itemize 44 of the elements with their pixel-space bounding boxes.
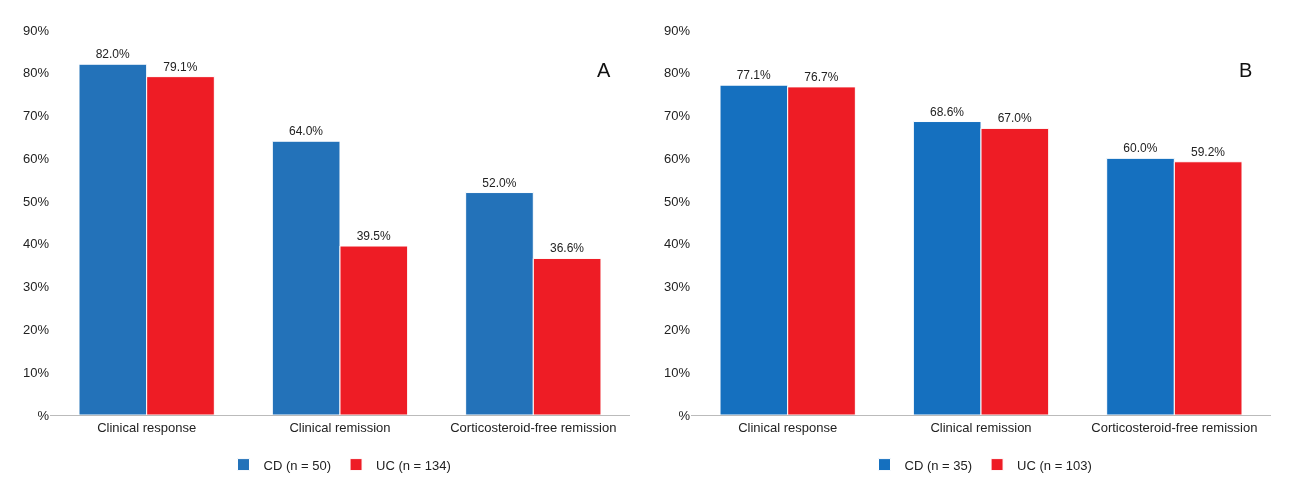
data-label: 67.0%	[997, 111, 1033, 126]
data-label: 36.6%	[549, 241, 585, 256]
legend-label: UC (n = 134)	[376, 457, 451, 473]
y-tick-label: 80%	[22, 65, 50, 81]
y-tick-label: 20%	[663, 321, 691, 337]
data-label: 82.0%	[95, 47, 131, 62]
legend-label: CD (n = 50)	[263, 457, 332, 473]
x-tick-label: Corticosteroid-free remission	[450, 419, 617, 435]
y-tick-label: 40%	[663, 236, 691, 252]
data-label: 64.0%	[288, 124, 324, 139]
data-label: 77.1%	[736, 68, 772, 83]
annotation: B	[1239, 59, 1253, 81]
x-tick-label: Clinical response	[97, 419, 197, 435]
y-tick-label: 30%	[663, 279, 691, 295]
y-tick-label: 50%	[22, 193, 50, 209]
y-tick-label: 50%	[663, 193, 691, 209]
data-label: 52.0%	[482, 175, 517, 190]
x-tick-label: Clinical remission	[930, 419, 1032, 435]
y-tick-label: 10%	[22, 364, 50, 380]
y-tick-label: 10%	[663, 364, 691, 380]
legend-label: UC (n = 103)	[1017, 457, 1092, 473]
y-tick-label: 80%	[663, 65, 691, 81]
y-tick-label: 70%	[22, 108, 50, 124]
y-tick-label: %	[678, 407, 691, 423]
data-label: 76.7%	[804, 69, 839, 84]
y-tick-label: 60%	[663, 150, 691, 166]
y-tick-label: 70%	[663, 108, 691, 124]
annotation: A	[597, 59, 611, 81]
y-tick-label: 60%	[22, 150, 50, 166]
data-label: 59.2%	[1190, 144, 1226, 159]
data-label: 60.0%	[1123, 141, 1158, 156]
legend-label: CD (n = 35)	[904, 457, 973, 473]
y-tick-label: 20%	[22, 321, 50, 337]
y-tick-label: 40%	[22, 236, 50, 252]
data-label: 79.1%	[163, 59, 198, 74]
y-tick-label: %	[37, 407, 50, 423]
x-tick-label: Clinical response	[738, 419, 838, 435]
y-tick-label: 90%	[22, 22, 50, 38]
y-tick-label: 90%	[663, 22, 691, 38]
x-tick-label: Clinical remission	[289, 419, 391, 435]
data-label: 68.6%	[930, 104, 965, 119]
x-tick-label: Corticosteroid-free remission	[1091, 419, 1258, 435]
y-tick-label: 30%	[22, 279, 50, 295]
data-label: 39.5%	[356, 229, 391, 244]
